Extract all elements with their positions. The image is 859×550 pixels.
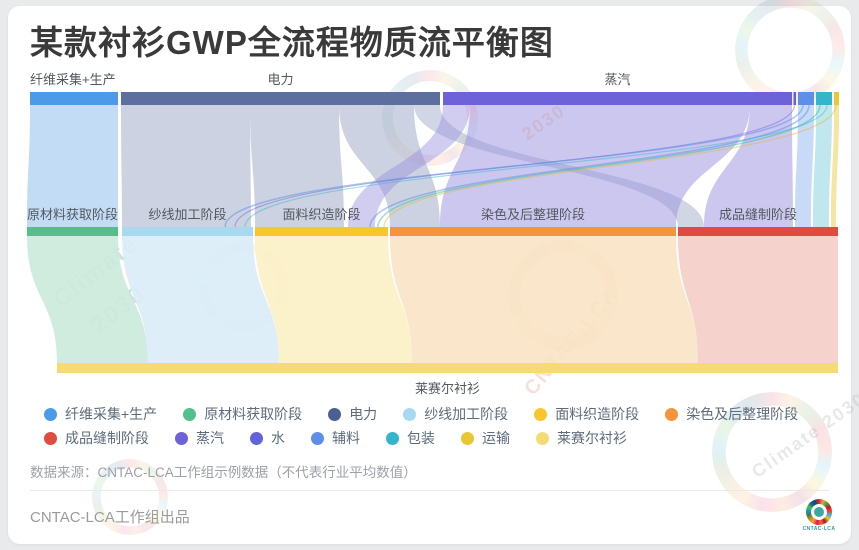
flow-sew-to-shirt	[678, 236, 838, 363]
cntac-lca-logo: CNTAC-LCA	[800, 499, 838, 532]
flow-dye-to-shirt	[390, 236, 698, 363]
legend-dot-icon	[328, 407, 342, 421]
chart-title: 某款衬衫GWP全流程物质流平衡图	[30, 24, 554, 61]
legend-item-染色及后整理阶段[interactable]: 染色及后整理阶段	[665, 404, 798, 424]
legend-dot-icon	[403, 407, 417, 421]
legend-item-电力[interactable]: 电力	[328, 404, 377, 424]
node-shirt[interactable]	[57, 363, 838, 373]
logo-text: CNTAC-LCA	[802, 526, 836, 532]
node-water[interactable]	[793, 92, 797, 105]
legend-label: 运输	[482, 430, 510, 446]
legend-label: 辅料	[332, 430, 360, 446]
node-aux[interactable]	[798, 92, 814, 105]
legend-item-运输[interactable]: 运输	[461, 428, 510, 448]
legend-dot-icon	[386, 431, 399, 445]
legend-dot-icon	[665, 407, 679, 421]
flow-aux-to-fabric	[369, 104, 810, 228]
legend-label: 染色及后整理阶段	[686, 406, 799, 422]
node-fiber[interactable]	[30, 92, 118, 105]
legend-item-纱线加工阶段[interactable]: 纱线加工阶段	[403, 404, 508, 424]
legend-item-纤维采集+生产[interactable]: 纤维采集+生产	[44, 404, 157, 424]
legend-label: 莱赛尔衬衫	[557, 430, 627, 446]
node-elec[interactable]	[121, 92, 440, 105]
legend-row-1: 纤维采集+生产 原材料获取阶段 电力 纱线加工阶段 面料织造阶段 染色及后整理阶段	[44, 402, 798, 426]
node-raw[interactable]	[27, 227, 118, 236]
legend-row-2: 成品缝制阶段 蒸汽 水 辅料 包装 运输 莱赛尔衬衫	[44, 426, 798, 450]
legend-label: 蒸汽	[196, 430, 224, 446]
node-pack[interactable]	[816, 92, 832, 105]
flow-transport-to-sew	[831, 105, 839, 227]
legend-dot-icon	[461, 431, 474, 445]
source-note: 数据来源：CNTAC-LCA工作组示例数据（不代表行业平均数值）	[30, 465, 417, 480]
legend-label: 纤维采集+生产	[65, 406, 158, 422]
globe-icon	[814, 507, 824, 517]
legend-label: 电力	[349, 406, 378, 422]
legend-dot-icon	[536, 431, 549, 445]
legend-item-包装[interactable]: 包装	[386, 428, 435, 448]
legend-label: 原材料获取阶段	[204, 406, 303, 422]
node-dye[interactable]	[390, 227, 676, 236]
legend-dot-icon	[44, 407, 57, 421]
node-sew[interactable]	[678, 227, 838, 236]
legend-dot-icon	[534, 407, 548, 421]
legend-item-成品缝制阶段[interactable]: 成品缝制阶段	[44, 428, 149, 448]
flow-fabric-to-shirt	[255, 236, 412, 363]
flow-elec-to-fabric	[250, 105, 344, 227]
legend-item-蒸汽[interactable]: 蒸汽	[175, 428, 224, 448]
legend-item-原材料获取阶段[interactable]: 原材料获取阶段	[183, 404, 302, 424]
legend-dot-icon	[311, 431, 324, 445]
legend-dot-icon	[175, 431, 188, 445]
flow-pack-to-sew	[813, 105, 832, 227]
flow-elec-to-yarn	[121, 105, 251, 227]
flow-transport-to-fabric	[383, 104, 837, 228]
flow-pack-to-fabric	[377, 104, 821, 228]
legend-dot-icon	[183, 407, 197, 421]
legend-label: 水	[271, 430, 285, 446]
flow-yarn-to-shirt	[122, 236, 279, 363]
sdg-wheel-icon	[806, 499, 832, 525]
legend-item-辅料[interactable]: 辅料	[311, 428, 360, 448]
flow-steam-to-fabric	[348, 105, 470, 227]
flow-fiber-to-raw	[27, 105, 118, 227]
legend-item-莱赛尔衬衫[interactable]: 莱赛尔衬衫	[536, 428, 627, 448]
legend-label: 成品缝制阶段	[65, 430, 149, 446]
legend-item-水[interactable]: 水	[250, 428, 285, 448]
node-yarn[interactable]	[122, 227, 253, 236]
legend-dot-icon	[44, 431, 57, 445]
footer-credit: CNTAC-LCA工作组出品	[30, 509, 190, 526]
legend-label: 包装	[407, 430, 435, 446]
node-steam[interactable]	[443, 92, 792, 105]
legend-label: 纱线加工阶段	[424, 406, 509, 422]
legend: 纤维采集+生产 原材料获取阶段 电力 纱线加工阶段 面料织造阶段 染色及后整理阶段成品缝制…	[44, 402, 798, 450]
legend-label: 面料织造阶段	[555, 406, 640, 422]
legend-dot-icon	[250, 431, 263, 445]
flow-raw-to-shirt	[27, 236, 148, 363]
legend-item-面料织造阶段[interactable]: 面料织造阶段	[534, 404, 639, 424]
node-transport[interactable]	[834, 92, 839, 105]
node-fabric[interactable]	[255, 227, 388, 236]
flow-aux-to-sew	[795, 105, 814, 227]
flow-aux-to-yarn	[224, 104, 804, 228]
divider	[30, 490, 829, 491]
